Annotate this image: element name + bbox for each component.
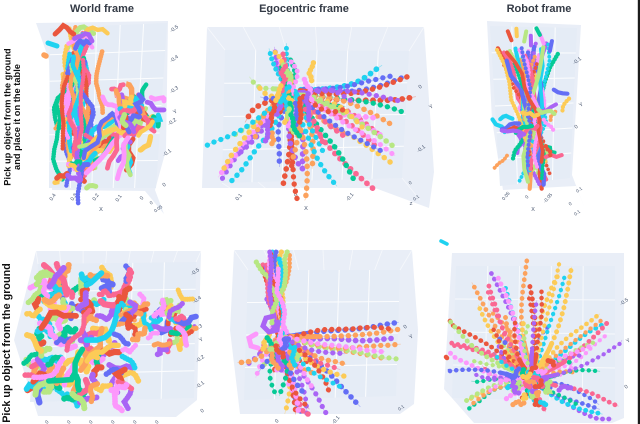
- svg-text:0.05: 0.05: [501, 191, 512, 202]
- svg-text:-0.5: -0.5: [169, 24, 180, 34]
- svg-text:0: 0: [149, 200, 154, 206]
- svg-text:X: X: [531, 207, 535, 213]
- svg-text:Robot frame: Robot frame: [507, 3, 572, 15]
- svg-text:and place it on the table: and place it on the table: [12, 64, 22, 170]
- svg-text:-0.3: -0.3: [169, 85, 180, 95]
- svg-text:-0.2: -0.2: [195, 354, 206, 364]
- svg-text:0.1: 0.1: [573, 209, 581, 217]
- svg-text:World frame: World frame: [70, 3, 134, 15]
- svg-text:-0.1: -0.1: [331, 415, 341, 424]
- svg-text:0.1: 0.1: [397, 404, 405, 412]
- svg-text:Y: Y: [408, 334, 415, 341]
- svg-text:Pick up object from the ground: Pick up object from the ground: [1, 263, 13, 423]
- svg-text:0.05: 0.05: [153, 204, 164, 213]
- svg-text:Egocentric frame: Egocentric frame: [259, 3, 349, 15]
- svg-text:0: 0: [624, 384, 630, 391]
- svg-text:Pick up object from the ground: Pick up object from the ground: [3, 48, 13, 186]
- svg-text:Y: Y: [428, 104, 435, 111]
- svg-text:X: X: [99, 207, 103, 213]
- svg-text:-0.1: -0.1: [345, 192, 355, 203]
- svg-text:0.1: 0.1: [575, 186, 583, 194]
- svg-text:0: 0: [403, 324, 409, 331]
- svg-text:0.3: 0.3: [70, 193, 79, 202]
- svg-text:-0.5: -0.5: [619, 297, 630, 307]
- svg-text:-0.4: -0.4: [192, 295, 203, 305]
- svg-text:Y: Y: [625, 338, 632, 345]
- svg-text:0: 0: [274, 418, 281, 424]
- svg-text:0: 0: [574, 124, 580, 131]
- svg-text:-0.1: -0.1: [572, 56, 583, 66]
- svg-text:0: 0: [568, 201, 573, 207]
- svg-text:0: 0: [44, 419, 51, 424]
- svg-text:0: 0: [88, 419, 95, 424]
- svg-text:X: X: [304, 206, 308, 212]
- svg-text:Y: Y: [578, 102, 585, 109]
- svg-text:0.1: 0.1: [412, 194, 420, 202]
- svg-text:0.2: 0.2: [92, 193, 101, 202]
- svg-text:-0.1: -0.1: [416, 144, 427, 154]
- svg-text:-0.1: -0.1: [195, 380, 206, 390]
- svg-text:0: 0: [162, 182, 168, 189]
- svg-text:-0.05: -0.05: [542, 192, 554, 204]
- svg-text:0: 0: [110, 419, 117, 424]
- svg-text:0: 0: [418, 84, 424, 91]
- svg-text:0.4: 0.4: [49, 193, 58, 202]
- svg-text:0: 0: [66, 419, 73, 424]
- svg-text:0: 0: [139, 195, 146, 201]
- svg-text:0: 0: [408, 180, 413, 186]
- svg-text:-0.4: -0.4: [169, 54, 180, 64]
- svg-text:0.1: 0.1: [115, 194, 124, 203]
- svg-text:0: 0: [200, 408, 206, 415]
- svg-text:0: 0: [132, 419, 139, 424]
- svg-text:-0.2: -0.2: [167, 117, 178, 127]
- svg-text:0: 0: [524, 194, 531, 200]
- svg-text:Y: Y: [198, 337, 205, 344]
- svg-text:-0.5: -0.5: [190, 267, 201, 277]
- svg-text:Y: Y: [172, 109, 179, 116]
- svg-text:Z: Z: [410, 201, 413, 206]
- svg-text:0.1: 0.1: [235, 193, 244, 202]
- svg-text:-0.1: -0.1: [162, 148, 173, 158]
- svg-text:0: 0: [154, 419, 161, 424]
